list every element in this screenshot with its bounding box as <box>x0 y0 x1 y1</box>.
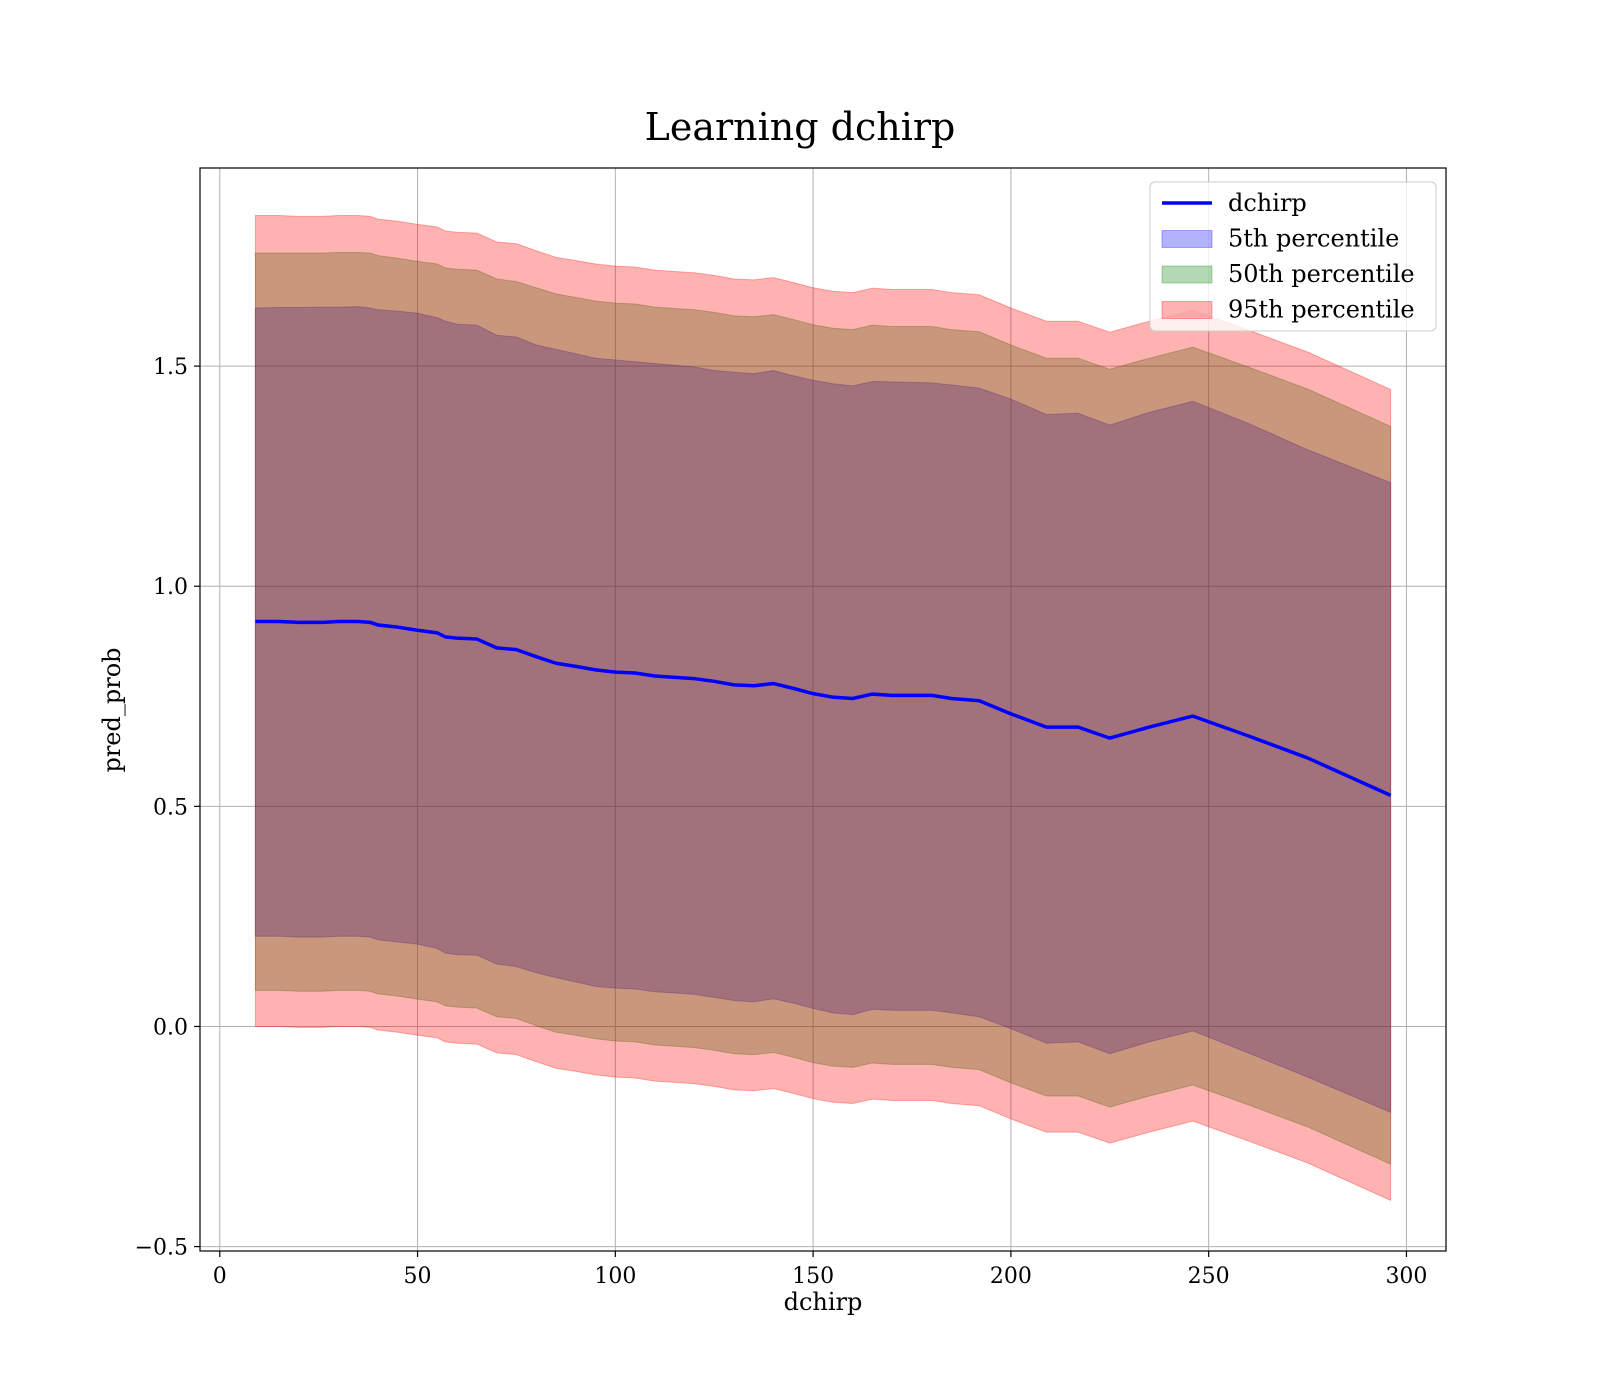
y-axis-label: pred_prob <box>98 647 126 772</box>
x-tick-label: 250 <box>1188 1264 1230 1289</box>
y-tick-label: 1.5 <box>153 355 188 380</box>
legend-swatch-50th-percentile <box>1161 265 1213 284</box>
percentile-bands <box>254 215 1392 1202</box>
legend-box <box>1149 181 1437 332</box>
band-5th-percentile <box>254 306 1392 1114</box>
line-dchirp <box>255 619 1392 797</box>
y-tick-label: 0.0 <box>153 1015 188 1040</box>
legend-swatch-5th-percentile <box>1161 230 1213 248</box>
y-tick-label: −0.5 <box>135 1236 188 1261</box>
x-tick-label: 0 <box>213 1264 227 1289</box>
x-tick-label: 100 <box>594 1264 636 1289</box>
y-tick-label: 0.5 <box>153 795 188 820</box>
x-tick-label: 300 <box>1385 1264 1427 1289</box>
band-95th-percentile <box>254 215 1392 1202</box>
y-tick-label: 1.0 <box>153 575 188 600</box>
x-tick-label: 200 <box>990 1264 1032 1289</box>
legend-label-50th-percentile: 50th percentile <box>1228 260 1415 288</box>
plot-frame <box>199 167 1447 1252</box>
band-50th-percentile <box>254 252 1392 1166</box>
legend: dchirp 5th percentile 50th percentile 95th … <box>1149 181 1437 332</box>
x-tick-label: 150 <box>792 1264 834 1289</box>
x-axis-label: dchirp <box>784 1288 863 1316</box>
grid <box>200 168 1446 1251</box>
chart-title: Learning dchirp <box>645 105 956 149</box>
series-lines <box>255 619 1392 797</box>
legend-label-5th-percentile: 5th percentile <box>1228 225 1399 253</box>
legend-swatch-95th-percentile <box>1161 301 1213 319</box>
legend-label-dchirp: dchirp <box>1228 189 1307 217</box>
x-axis-ticks: 0 50 100 150 200 250 300 <box>213 1251 1427 1289</box>
legend-label-95th-percentile: 95th percentile <box>1228 296 1415 324</box>
x-tick-label: 50 <box>404 1264 432 1289</box>
y-axis-ticks: −0.5 0.0 0.5 1.0 1.5 <box>135 355 200 1261</box>
